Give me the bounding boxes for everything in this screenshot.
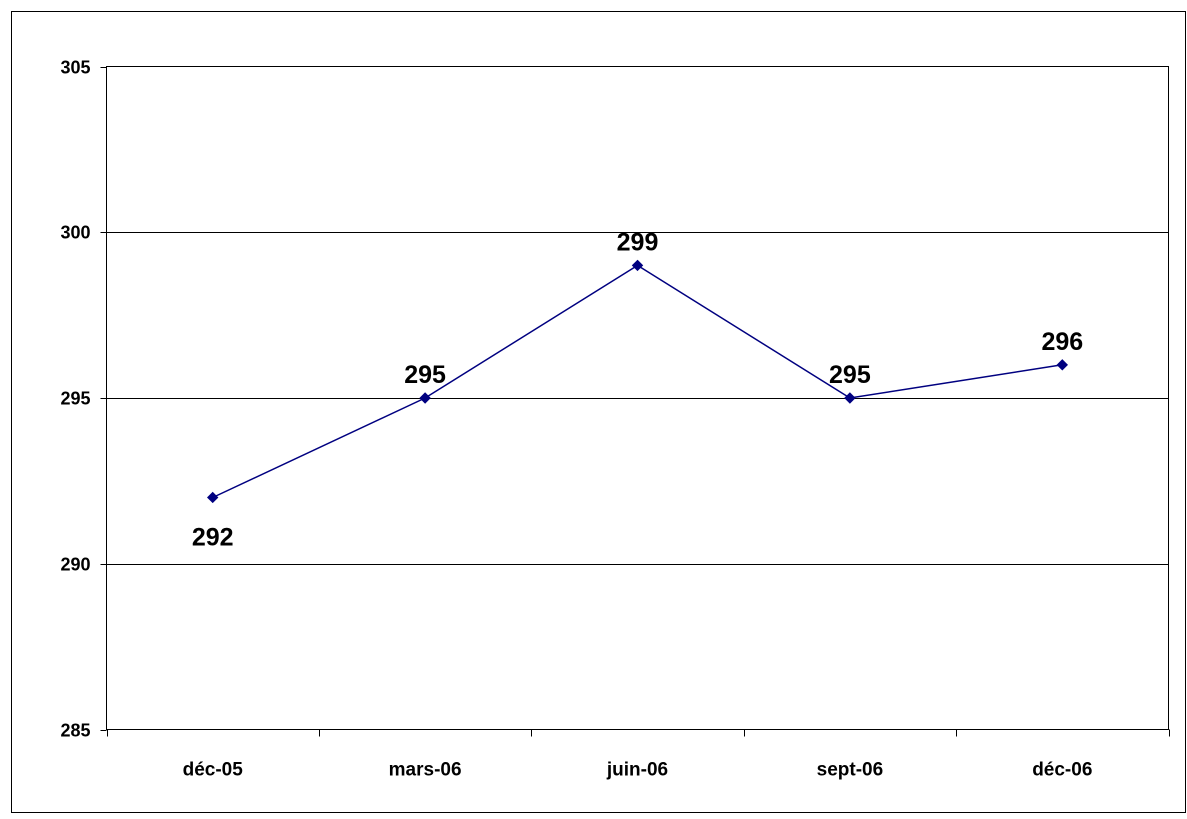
axes: 285 290 295 300 305 déc-05 mars-06 juin-06 sept-… xyxy=(60,58,1170,781)
x-tick-label: mars-06 xyxy=(389,760,462,781)
chart-border xyxy=(11,11,1186,813)
y-tick-label: 305 xyxy=(60,58,90,78)
gridlines xyxy=(106,232,1169,565)
y-tick-label: 290 xyxy=(60,555,90,575)
x-tick-label: juin-06 xyxy=(606,760,668,781)
data-label: 299 xyxy=(617,228,659,256)
data-point xyxy=(419,392,431,404)
data-labels: 292 295 299 295 296 xyxy=(192,228,1083,551)
data-point xyxy=(844,392,856,404)
data-point xyxy=(206,491,219,504)
data-label: 292 xyxy=(192,523,234,551)
data-label: 296 xyxy=(1041,328,1083,356)
data-point xyxy=(1056,359,1069,371)
y-tick-label: 295 xyxy=(60,389,90,409)
x-tick-label: déc-06 xyxy=(1032,760,1092,781)
data-point xyxy=(631,259,644,272)
data-label: 295 xyxy=(404,361,446,389)
data-label: 295 xyxy=(829,361,871,389)
x-tick-label: déc-05 xyxy=(183,760,244,781)
x-tick-label: sept-06 xyxy=(817,760,884,781)
y-tick-label: 300 xyxy=(60,223,90,243)
series xyxy=(206,259,1069,504)
y-tick-label: 285 xyxy=(60,721,90,741)
